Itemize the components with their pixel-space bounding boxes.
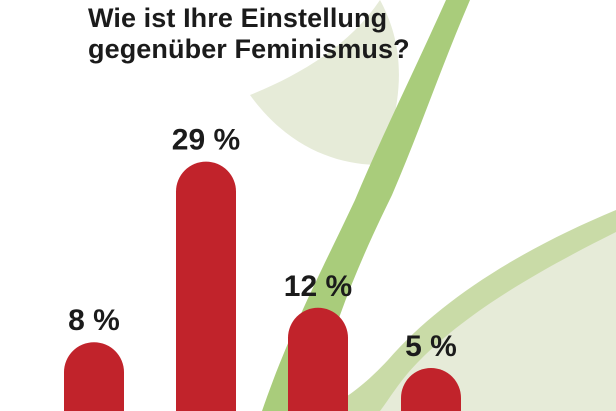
value-label-2: 29 % xyxy=(172,124,240,157)
value-label-1: 8 % xyxy=(68,304,120,337)
leaf-shape-lower-highlight xyxy=(380,232,616,411)
bar-2 xyxy=(176,161,236,411)
value-labels-group: 8 % 29 % 12 % 5 % xyxy=(68,124,457,363)
bars-group xyxy=(64,161,461,411)
value-label-4: 5 % xyxy=(405,330,457,363)
bar-3 xyxy=(288,307,348,411)
leaf-shape-upper xyxy=(250,0,399,165)
value-label-3: 12 % xyxy=(284,270,352,303)
bar-4 xyxy=(401,368,461,411)
chart-title-line-2: gegenüber Feminismus? xyxy=(88,34,410,64)
bar-1 xyxy=(64,342,124,411)
chart-title-line-1: Wie ist Ihre Einstellung xyxy=(88,3,388,33)
